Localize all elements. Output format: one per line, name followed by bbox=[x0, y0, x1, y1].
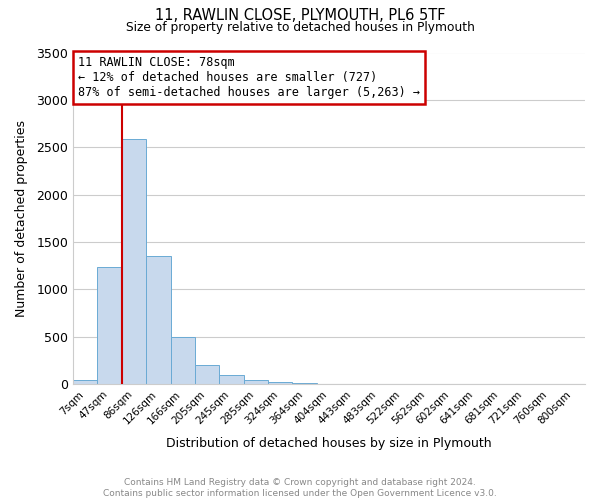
Bar bbox=[195, 365, 220, 384]
Text: Size of property relative to detached houses in Plymouth: Size of property relative to detached ho… bbox=[125, 21, 475, 34]
Text: Contains HM Land Registry data © Crown copyright and database right 2024.
Contai: Contains HM Land Registry data © Crown c… bbox=[103, 478, 497, 498]
Text: 11, RAWLIN CLOSE, PLYMOUTH, PL6 5TF: 11, RAWLIN CLOSE, PLYMOUTH, PL6 5TF bbox=[155, 8, 445, 22]
Bar bbox=[292, 383, 317, 384]
Bar bbox=[146, 256, 170, 384]
X-axis label: Distribution of detached houses by size in Plymouth: Distribution of detached houses by size … bbox=[166, 437, 492, 450]
Bar bbox=[220, 374, 244, 384]
Text: 11 RAWLIN CLOSE: 78sqm
← 12% of detached houses are smaller (727)
87% of semi-de: 11 RAWLIN CLOSE: 78sqm ← 12% of detached… bbox=[78, 56, 420, 99]
Y-axis label: Number of detached properties: Number of detached properties bbox=[15, 120, 28, 317]
Bar bbox=[170, 337, 195, 384]
Bar bbox=[268, 382, 292, 384]
Bar bbox=[73, 380, 97, 384]
Bar bbox=[244, 380, 268, 384]
Bar bbox=[122, 138, 146, 384]
Bar bbox=[97, 266, 122, 384]
